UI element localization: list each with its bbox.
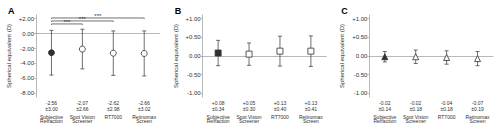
svg-text:Retinomax: Retinomax <box>298 113 323 120</box>
svg-text:-0.50: -0.50 <box>187 72 201 78</box>
svg-text:±0.18: ±0.18 <box>409 106 422 112</box>
svg-text:-4.00: -4.00 <box>20 60 34 66</box>
svg-text:-0.02: -0.02 <box>379 100 391 106</box>
svg-text:Subjective: Subjective <box>373 113 397 120</box>
svg-text:±3.02: ±3.02 <box>138 106 151 112</box>
svg-text:Spot Vision: Spot Vision <box>403 113 429 120</box>
svg-text:-6.00: -6.00 <box>20 75 34 81</box>
svg-text:-0.07: -0.07 <box>471 100 484 106</box>
svg-text:±0.34: ±0.34 <box>212 106 225 112</box>
svg-text:-2.07: -2.07 <box>76 100 89 106</box>
svg-text:***: *** <box>63 19 71 25</box>
svg-text:+0.13: +0.13 <box>304 100 318 106</box>
svg-text:+1.00: +1.00 <box>185 16 201 22</box>
svg-text:Screen: Screen <box>470 118 486 124</box>
svg-text:+0.50: +0.50 <box>185 34 201 40</box>
svg-text:0.00: 0.00 <box>189 53 201 59</box>
svg-text:***: *** <box>94 13 102 19</box>
svg-text:Screener: Screener <box>406 118 427 124</box>
svg-text:-2.62: -2.62 <box>107 100 119 106</box>
svg-text:B: B <box>175 6 182 16</box>
svg-text:***: *** <box>79 16 87 22</box>
svg-text:C: C <box>341 6 348 16</box>
svg-text:-0.04: -0.04 <box>440 100 453 106</box>
svg-text:-0.50: -0.50 <box>354 72 368 78</box>
svg-text:-1.00: -1.00 <box>187 90 201 96</box>
svg-text:0.00: 0.00 <box>22 31 34 37</box>
svg-text:RT7000: RT7000 <box>438 114 456 120</box>
svg-text:Screen: Screen <box>303 118 319 124</box>
svg-text:±0.18: ±0.18 <box>440 106 453 112</box>
svg-text:Subjective: Subjective <box>39 113 63 120</box>
svg-text:+0.13: +0.13 <box>273 100 287 106</box>
svg-text:Spherical equivalent (D): Spherical equivalent (D) <box>339 24 345 88</box>
svg-text:Retinomax: Retinomax <box>132 113 157 120</box>
svg-text:+1.00: +1.00 <box>352 16 368 22</box>
svg-text:±2.66: ±2.66 <box>76 106 89 112</box>
svg-text:Spot Vision: Spot Vision <box>236 113 262 120</box>
svg-text:Spherical equivalent (D): Spherical equivalent (D) <box>6 24 12 88</box>
svg-text:Retinomax: Retinomax <box>465 113 490 120</box>
svg-text:Subjective: Subjective <box>206 113 230 120</box>
svg-text:Screener: Screener <box>72 118 93 124</box>
svg-text:±3.00: ±3.00 <box>45 106 58 112</box>
svg-text:±2.98: ±2.98 <box>107 106 120 112</box>
svg-text:0.00: 0.00 <box>356 53 368 59</box>
svg-text:-2.56: -2.56 <box>45 100 58 106</box>
svg-text:±0.30: ±0.30 <box>243 106 256 112</box>
svg-text:+0.08: +0.08 <box>211 100 225 106</box>
svg-text:±0.14: ±0.14 <box>379 106 392 112</box>
svg-text:±0.41: ±0.41 <box>305 106 318 112</box>
svg-text:RT7000: RT7000 <box>271 114 289 120</box>
svg-text:+2.00: +2.00 <box>19 16 35 22</box>
svg-text:RT7000: RT7000 <box>104 114 122 120</box>
svg-text:-2.00: -2.00 <box>20 46 34 52</box>
svg-text:Spot Vision: Spot Vision <box>69 113 95 120</box>
svg-text:Spherical equivalent (D): Spherical equivalent (D) <box>173 24 179 88</box>
svg-text:+0.05: +0.05 <box>242 100 256 106</box>
svg-text:±0.19: ±0.19 <box>471 106 484 112</box>
svg-text:-8.00: -8.00 <box>20 90 34 96</box>
svg-text:+0.50: +0.50 <box>352 34 368 40</box>
svg-text:A: A <box>8 6 15 16</box>
svg-text:Screen: Screen <box>136 118 152 124</box>
svg-text:Screener: Screener <box>239 118 260 124</box>
svg-text:-1.00: -1.00 <box>354 90 368 96</box>
svg-text:-0.02: -0.02 <box>410 100 422 106</box>
svg-text:Refraction: Refraction <box>207 118 230 124</box>
svg-text:Refraction: Refraction <box>40 118 63 124</box>
svg-text:Refraction: Refraction <box>373 118 396 124</box>
svg-text:-2.66: -2.66 <box>138 100 150 106</box>
svg-text:±0.40: ±0.40 <box>274 106 287 112</box>
